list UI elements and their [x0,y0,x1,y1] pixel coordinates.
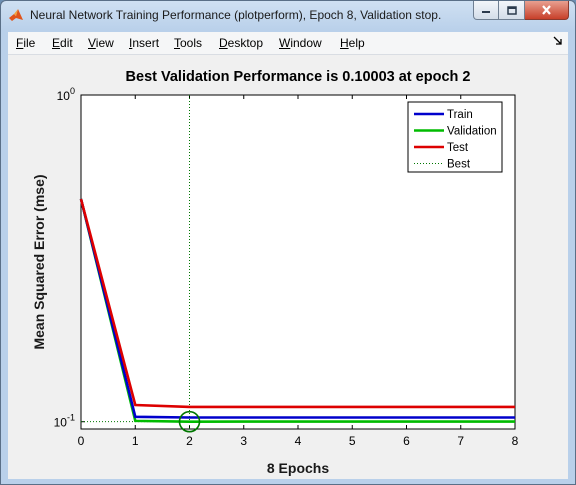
menu-file[interactable]: File [16,36,36,50]
x-tick-label: 4 [295,434,302,448]
x-tick-label: 3 [240,434,247,448]
y-axis-label: Mean Squared Error (mse) [31,174,47,349]
maximize-button[interactable] [499,1,525,20]
x-tick-label: 5 [349,434,356,448]
menu-help[interactable]: Help [340,36,365,50]
dock-arrow-icon[interactable] [553,36,562,45]
series-lines [79,95,515,433]
series-line-test [79,198,515,409]
y-tick-base: 10 [54,416,68,430]
menu-tools[interactable]: Tools [174,36,203,50]
y-tick-exponent: -1 [67,413,75,423]
legend-label-train: Train [447,109,473,121]
x-tick-label: 7 [457,434,464,448]
legend-label-test: Test [447,142,469,154]
x-tick-label: 2 [186,434,193,448]
minimize-button[interactable] [473,1,499,20]
minimize-icon [482,11,490,13]
series-line-train [79,198,515,419]
x-tick-label: 1 [132,434,139,448]
title-bar[interactable]: Neural Network Training Performance (plo… [1,1,575,29]
x-tick-label: 0 [78,434,85,448]
menu-view[interactable]: View [88,36,114,50]
x-tick-label: 6 [403,434,410,448]
series-line-validation [79,198,515,424]
x-tick-label: 8 [512,434,519,448]
best-point-marker [178,410,201,433]
y-tick-label: 10-1 [54,413,75,430]
window-controls [473,1,569,21]
legend-label-validation: Validation [447,126,497,138]
legend-box [407,101,503,173]
menu-bar: File Edit View Insert Tools Desktop Wind… [8,32,568,55]
x-axis-label: 8 Epochs [267,460,329,476]
y-tick-exponent: 0 [70,86,75,96]
menu-insert[interactable]: Insert [129,36,160,50]
menu-edit[interactable]: Edit [52,36,73,50]
legend[interactable]: Train Validation Test Best [407,101,503,173]
y-tick-base: 10 [57,89,71,103]
legend-label-best: Best [447,159,471,171]
chart-title: Best Validation Performance is 0.10003 a… [126,69,471,85]
close-button[interactable] [525,1,569,20]
maximize-icon [506,5,517,15]
menu-window[interactable]: Window [279,36,322,50]
y-tick-label: 100 [57,86,75,103]
close-icon [542,5,551,15]
figure-canvas: Best Validation Performance is 0.10003 a… [8,55,568,479]
performance-chart: Best Validation Performance is 0.10003 a… [31,69,519,476]
matlab-logo-icon [9,9,23,21]
window-title: Neural Network Training Performance (plo… [30,8,442,22]
menu-desktop[interactable]: Desktop [219,36,264,50]
